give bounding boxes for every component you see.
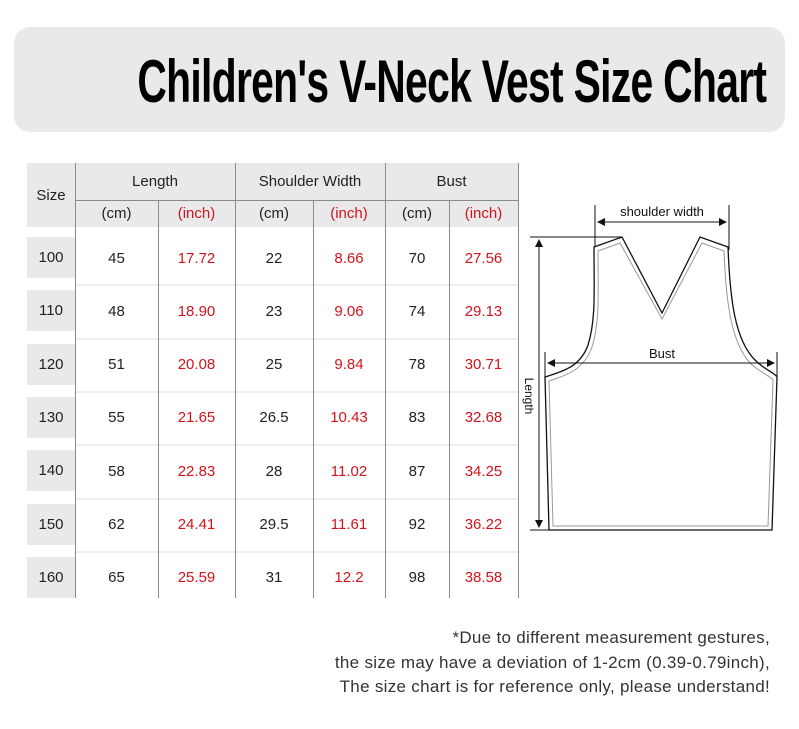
table-cell: 18.90	[177, 302, 216, 320]
column-divider	[313, 200, 314, 598]
unit-header: (inch)	[313, 200, 385, 227]
measurement-lines	[530, 205, 778, 531]
table-cell: 30.71	[464, 356, 503, 374]
note-line: the size may have a deviation of 1-2cm (…	[334, 653, 770, 672]
table-cell: 9.06	[334, 302, 364, 320]
row-divider	[75, 444, 518, 447]
row-divider	[75, 497, 518, 500]
column-divider	[235, 163, 236, 598]
table-cell: 11.02	[330, 462, 368, 480]
table-cell: 27.56	[464, 249, 503, 267]
table-cell: 8.66	[334, 249, 364, 267]
size-cell: 140	[27, 450, 75, 492]
table-cell: 20.08	[177, 356, 216, 374]
unit-header: (cm)	[75, 200, 158, 227]
table-cell: 92	[408, 516, 426, 533]
table-cell: 24.41	[177, 516, 216, 533]
table-cell: 25.59	[177, 569, 216, 587]
table-cell: 65	[108, 569, 125, 587]
size-cell: 120	[27, 343, 75, 385]
column-divider	[385, 163, 386, 598]
table-cell: 78	[408, 356, 426, 374]
table-cell: 25	[265, 356, 283, 374]
table-cell: 29.5	[259, 516, 289, 533]
size-cell: 130	[27, 396, 75, 438]
column-group-header: Shoulder Width	[235, 163, 385, 200]
column-divider	[518, 163, 519, 598]
shoulder-width-label: shoulder width	[620, 204, 704, 219]
size-cell: 160	[27, 556, 75, 598]
table-cell: 58	[108, 462, 125, 480]
table-cell: 34.25	[464, 462, 503, 480]
table-cell: 87	[408, 462, 426, 480]
table-cell: 12.2	[334, 569, 364, 587]
table-cell: 45	[108, 249, 125, 267]
column-divider	[449, 200, 450, 598]
table-cell: 22	[265, 249, 283, 267]
row-divider	[75, 390, 518, 393]
table-cell: 70	[408, 249, 426, 267]
row-divider	[75, 337, 518, 340]
row-divider	[75, 550, 518, 553]
table-cell: 83	[408, 409, 426, 427]
table-cell: 51	[108, 356, 125, 374]
table-cell: 38.58	[464, 569, 503, 587]
title-banner: Children's V-Neck Vest Size Chart	[14, 27, 785, 132]
unit-header: (cm)	[235, 200, 313, 227]
table-cell: 32.68	[464, 409, 503, 427]
column-divider	[158, 200, 159, 598]
column-divider	[75, 163, 76, 598]
table-cell: 74	[408, 302, 426, 320]
table-cell: 62	[108, 516, 125, 533]
table-cell: 98	[408, 569, 426, 587]
size-cell: 150	[27, 503, 75, 545]
table-cell: 9.84	[334, 356, 364, 374]
table-cell: 11.61	[330, 516, 368, 533]
note-line: The size chart is for reference only, pl…	[339, 677, 770, 696]
vest-outline	[544, 236, 778, 531]
column-group-header: Length	[75, 163, 235, 200]
column-group-header: Bust	[385, 163, 518, 200]
unit-header: (inch)	[158, 200, 235, 227]
table-cell: 28	[265, 462, 283, 480]
note-line: *Due to different measurement gestures,	[452, 628, 770, 647]
row-divider	[75, 284, 518, 287]
table-cell: 17.72	[177, 249, 216, 267]
size-cell: 100	[27, 237, 75, 278]
table-cell: 31	[265, 569, 283, 587]
size-cell: 110	[27, 290, 75, 332]
table-cell: 10.43	[330, 409, 368, 427]
table-cell: 21.65	[177, 409, 216, 427]
bust-label: Bust	[649, 346, 675, 361]
table-cell: 55	[108, 409, 125, 427]
table-cell: 23	[265, 302, 283, 320]
table-cell: 29.13	[464, 302, 503, 320]
table-cell: 36.22	[464, 516, 503, 533]
size-header: Size	[27, 163, 75, 227]
table-cell: 22.83	[177, 462, 216, 480]
table-cell: 48	[108, 302, 125, 320]
table-cell: 26.5	[259, 409, 289, 427]
length-label: Length	[522, 378, 536, 415]
header-divider	[75, 200, 518, 201]
unit-header: (inch)	[449, 200, 518, 227]
unit-header: (cm)	[385, 200, 449, 227]
